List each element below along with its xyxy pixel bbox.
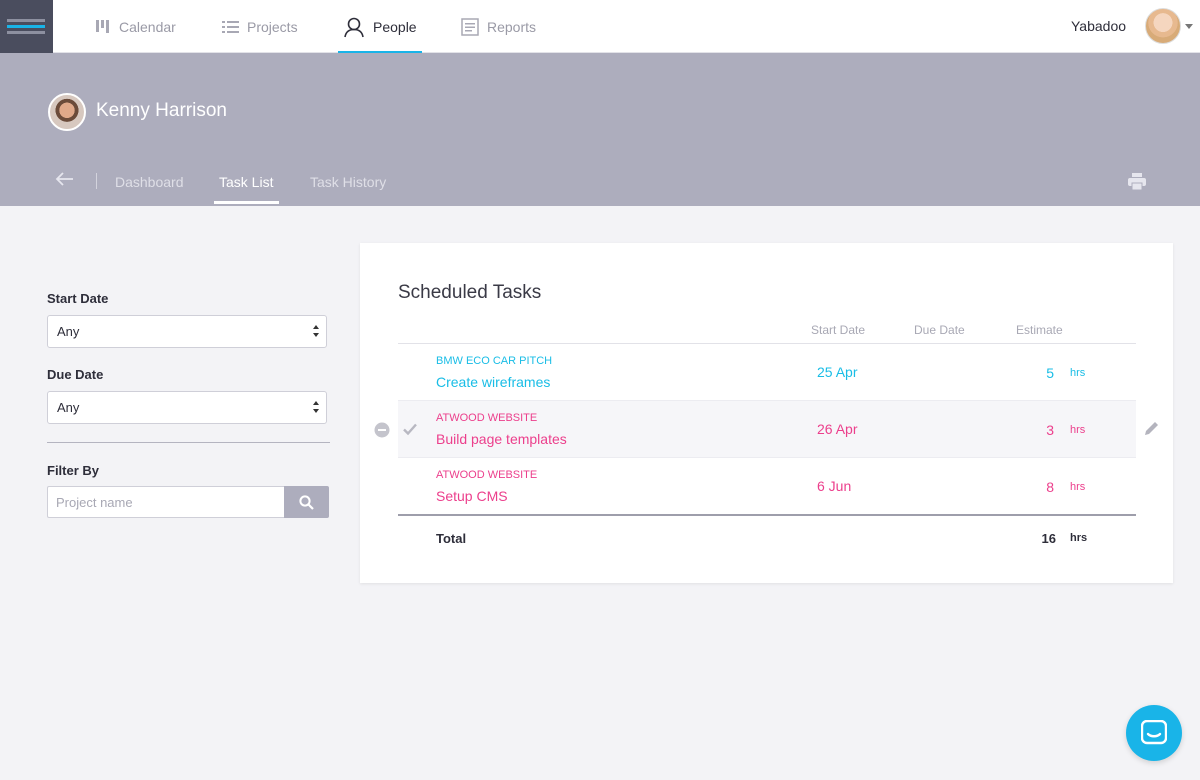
task-row[interactable]: ATWOOD WEBSITE Build page templates 26 A…	[398, 401, 1136, 458]
due-date-value: Any	[57, 400, 80, 415]
column-header-due-date: Due Date	[914, 323, 965, 337]
start-date-label: Start Date	[47, 291, 109, 306]
task-estimate: 8	[1046, 479, 1054, 495]
person-avatar	[48, 93, 86, 131]
list-icon	[222, 20, 239, 33]
tab-task-list[interactable]: Task List	[213, 174, 280, 204]
task-project: ATWOOD WEBSITE	[436, 469, 538, 481]
nav-label-people: People	[373, 18, 417, 35]
nav-label-reports: Reports	[487, 18, 537, 35]
profile-header: Kenny Harrison Dashboard Task List Task …	[0, 53, 1200, 206]
project-search-input[interactable]	[47, 486, 285, 518]
top-nav: Calendar Projects People Reports Yabadoo	[0, 0, 1200, 54]
user-name[interactable]: Yabadoo	[1071, 18, 1127, 34]
search-button[interactable]	[284, 486, 329, 518]
divider	[47, 442, 330, 443]
task-name[interactable]: Create wireframes	[436, 374, 551, 390]
nav-item-projects[interactable]: Projects	[222, 0, 298, 53]
remove-icon[interactable]	[374, 422, 390, 438]
total-unit: hrs	[1070, 532, 1088, 544]
start-date-value: Any	[57, 324, 80, 339]
calendar-icon	[96, 20, 109, 33]
total-value: 16	[1041, 531, 1056, 546]
due-date-label: Due Date	[47, 367, 104, 382]
pencil-icon[interactable]	[1143, 420, 1160, 437]
divider	[398, 343, 1136, 344]
column-header-start-date: Start Date	[811, 323, 866, 337]
filter-by-label: Filter By	[47, 463, 100, 478]
task-estimate: 5	[1046, 365, 1054, 381]
search-icon	[299, 494, 314, 510]
back-arrow-icon[interactable]	[55, 172, 74, 186]
task-project: BMW ECO CAR PITCH	[436, 355, 553, 367]
print-icon[interactable]	[1128, 173, 1146, 190]
task-row[interactable]: ATWOOD WEBSITE Setup CMS 6 Jun 8 hrs	[398, 458, 1136, 515]
task-name[interactable]: Setup CMS	[436, 488, 508, 504]
select-arrows-icon	[313, 400, 321, 415]
chat-launcher-button[interactable]	[1126, 705, 1182, 761]
task-estimate-unit: hrs	[1070, 424, 1086, 436]
task-estimate: 3	[1046, 422, 1054, 438]
document-icon	[461, 17, 479, 36]
task-estimate-unit: hrs	[1070, 481, 1086, 493]
card-title: Scheduled Tasks	[398, 282, 542, 303]
check-icon[interactable]	[402, 421, 418, 437]
chat-icon	[1141, 720, 1167, 745]
task-start-date[interactable]: 25 Apr	[817, 364, 858, 380]
tab-task-history[interactable]: Task History	[310, 174, 387, 190]
task-name[interactable]: Build page templates	[436, 431, 567, 447]
app-logo[interactable]	[0, 0, 53, 53]
task-start-date[interactable]: 26 Apr	[817, 421, 858, 437]
tab-dashboard[interactable]: Dashboard	[115, 174, 184, 190]
divider	[96, 173, 97, 189]
nav-label-projects: Projects	[247, 18, 298, 35]
chevron-down-icon[interactable]	[1185, 24, 1193, 29]
start-date-select[interactable]: Any	[47, 315, 327, 348]
select-arrows-icon	[313, 324, 321, 339]
user-avatar[interactable]	[1145, 8, 1181, 44]
scheduled-tasks-card: Scheduled Tasks Start Date Due Date Esti…	[360, 243, 1173, 583]
task-row[interactable]: BMW ECO CAR PITCH Create wireframes 25 A…	[398, 344, 1136, 401]
nav-item-people[interactable]: People	[338, 0, 422, 54]
divider	[398, 514, 1136, 516]
task-start-date[interactable]: 6 Jun	[817, 478, 852, 494]
person-name: Kenny Harrison	[96, 100, 227, 121]
nav-label-calendar: Calendar	[119, 18, 176, 35]
task-estimate-unit: hrs	[1070, 367, 1086, 379]
total-label: Total	[436, 531, 467, 546]
column-header-estimate: Estimate	[1016, 323, 1063, 337]
due-date-select[interactable]: Any	[47, 391, 327, 424]
task-project: ATWOOD WEBSITE	[436, 412, 538, 424]
nav-item-reports[interactable]: Reports	[461, 0, 536, 53]
person-icon	[344, 17, 364, 37]
nav-item-calendar[interactable]: Calendar	[96, 0, 176, 53]
